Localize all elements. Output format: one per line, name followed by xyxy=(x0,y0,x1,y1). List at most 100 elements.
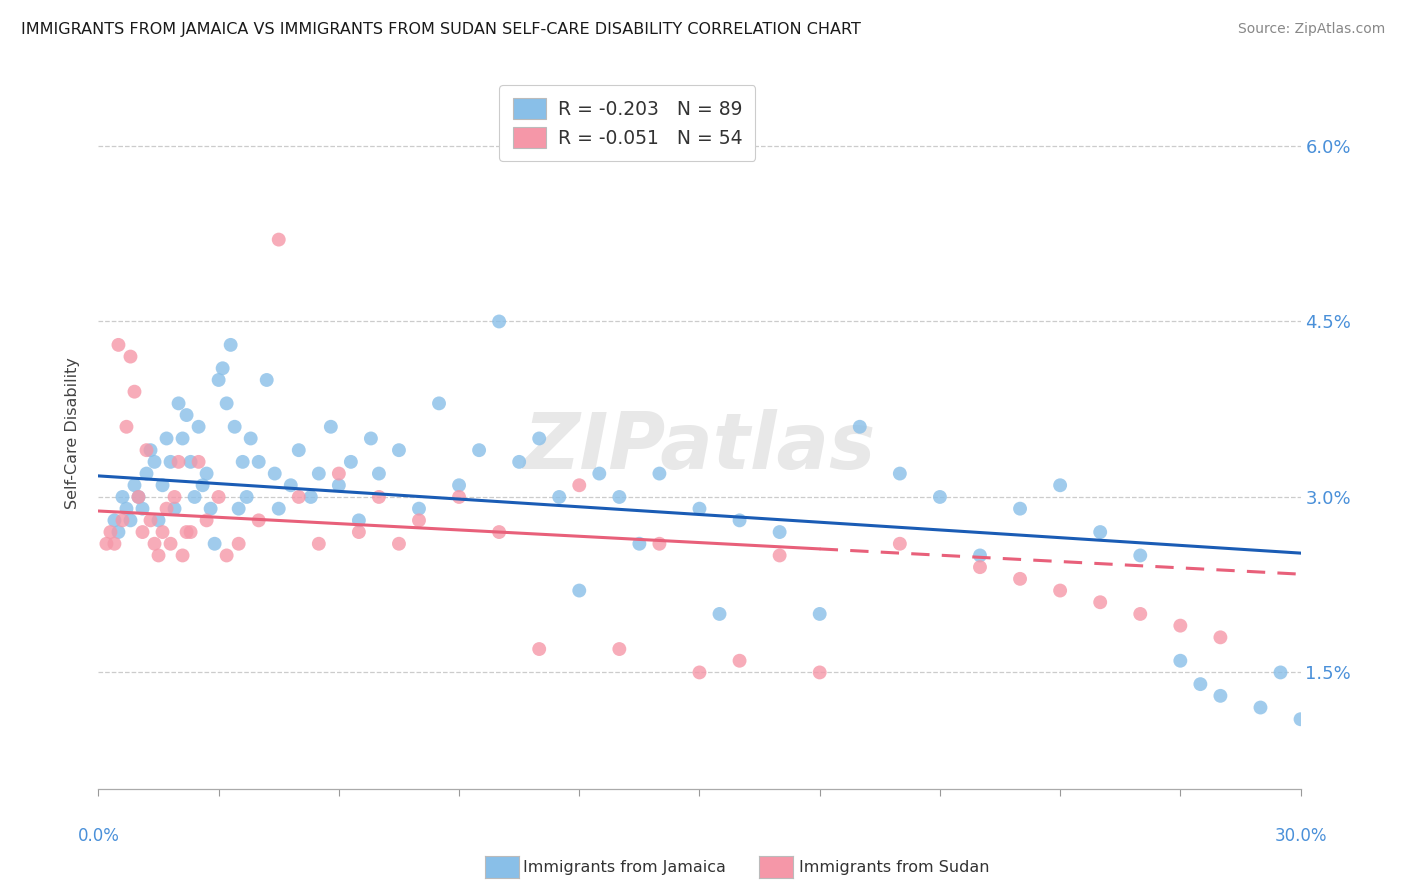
Point xyxy=(183,490,205,504)
Point xyxy=(235,490,257,504)
Point xyxy=(969,560,991,574)
Point xyxy=(187,419,209,434)
Point xyxy=(247,455,270,469)
Point xyxy=(200,501,222,516)
Point xyxy=(408,513,430,527)
Point xyxy=(103,537,125,551)
Point xyxy=(969,549,991,563)
Point xyxy=(447,490,470,504)
Point xyxy=(1209,631,1232,645)
Point xyxy=(447,478,470,492)
Point xyxy=(889,467,911,481)
Text: Immigrants from Sudan: Immigrants from Sudan xyxy=(799,860,988,874)
Point xyxy=(280,478,302,492)
Point xyxy=(135,467,157,481)
Point xyxy=(1270,665,1292,680)
Point xyxy=(176,524,198,539)
Point xyxy=(808,607,831,621)
Point xyxy=(263,467,285,481)
Point xyxy=(167,396,190,410)
Point xyxy=(1010,572,1032,586)
Point xyxy=(191,478,214,492)
Point xyxy=(1209,689,1232,703)
Point xyxy=(1250,700,1272,714)
Point xyxy=(100,524,122,539)
Y-axis label: Self-Care Disability: Self-Care Disability xyxy=(65,357,80,508)
Point xyxy=(120,513,142,527)
Point xyxy=(648,537,671,551)
Point xyxy=(508,455,530,469)
Point xyxy=(180,524,202,539)
Point xyxy=(115,501,138,516)
Point xyxy=(155,432,177,446)
Point xyxy=(195,467,218,481)
Point xyxy=(152,524,174,539)
Point xyxy=(208,490,231,504)
Point xyxy=(176,408,198,422)
Text: IMMIGRANTS FROM JAMAICA VS IMMIGRANTS FROM SUDAN SELF-CARE DISABILITY CORRELATIO: IMMIGRANTS FROM JAMAICA VS IMMIGRANTS FR… xyxy=(21,22,860,37)
Point xyxy=(152,478,174,492)
Text: 30.0%: 30.0% xyxy=(1274,827,1327,845)
Point xyxy=(319,419,342,434)
Point xyxy=(247,513,270,527)
Point xyxy=(1088,595,1111,609)
Point xyxy=(488,524,510,539)
Point xyxy=(1170,618,1192,632)
Point xyxy=(163,490,186,504)
Point xyxy=(360,432,382,446)
Point xyxy=(172,549,194,563)
Point xyxy=(159,455,181,469)
Point xyxy=(299,490,322,504)
Point xyxy=(159,537,181,551)
Point xyxy=(368,467,391,481)
Point xyxy=(267,501,290,516)
Point xyxy=(128,490,150,504)
Point xyxy=(124,384,146,399)
Point xyxy=(215,396,238,410)
Point xyxy=(568,478,591,492)
Point xyxy=(308,537,330,551)
Point xyxy=(1010,501,1032,516)
Point xyxy=(195,513,218,527)
Point xyxy=(308,467,330,481)
Point xyxy=(689,665,711,680)
Point xyxy=(167,455,190,469)
Point xyxy=(267,233,290,247)
Point xyxy=(131,501,153,516)
Point xyxy=(215,549,238,563)
Point xyxy=(1049,583,1071,598)
Point xyxy=(588,467,610,481)
Point xyxy=(224,419,246,434)
Point xyxy=(368,490,391,504)
Point xyxy=(388,443,411,458)
Point xyxy=(120,350,142,364)
Point xyxy=(163,501,186,516)
Point xyxy=(468,443,491,458)
Point xyxy=(488,314,510,328)
Point xyxy=(208,373,231,387)
Point xyxy=(219,338,242,352)
Point xyxy=(728,654,751,668)
Point xyxy=(1189,677,1212,691)
Point xyxy=(204,537,226,551)
Point xyxy=(111,513,134,527)
Point xyxy=(124,478,146,492)
Point xyxy=(135,443,157,458)
Point xyxy=(769,549,792,563)
Point xyxy=(155,501,177,516)
Point xyxy=(408,501,430,516)
Point xyxy=(328,467,350,481)
Point xyxy=(1170,654,1192,668)
Point xyxy=(769,524,792,539)
Point xyxy=(288,490,311,504)
Point xyxy=(1088,524,1111,539)
Text: ZIPatlas: ZIPatlas xyxy=(523,409,876,485)
Point xyxy=(96,537,118,551)
Point xyxy=(143,455,166,469)
Point xyxy=(1129,607,1152,621)
Point xyxy=(609,490,631,504)
Point xyxy=(689,501,711,516)
Point xyxy=(228,501,250,516)
Point xyxy=(111,490,134,504)
Point xyxy=(427,396,450,410)
